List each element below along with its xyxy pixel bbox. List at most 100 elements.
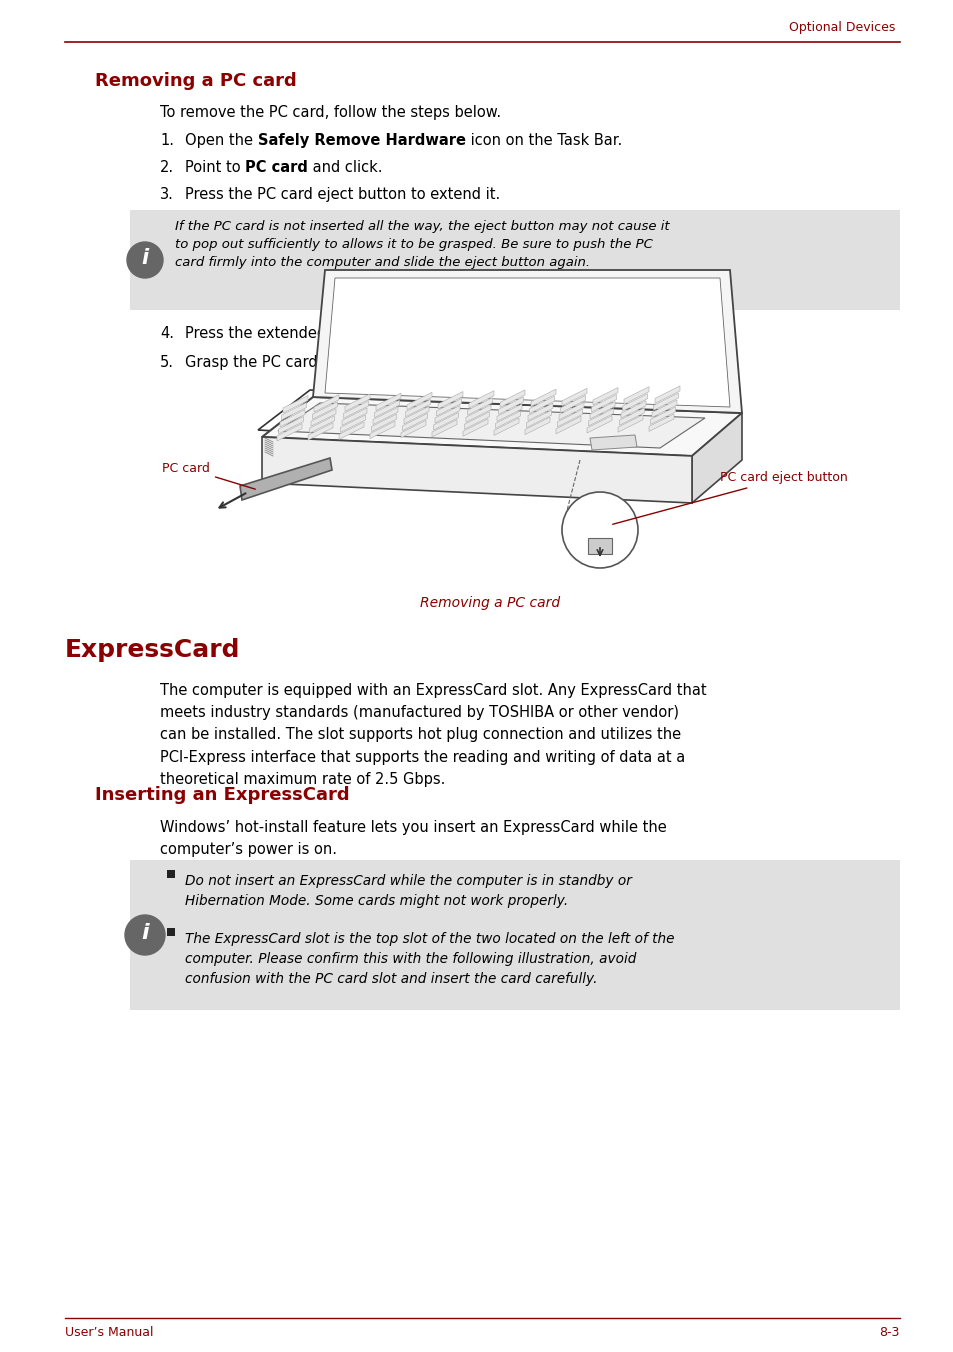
Polygon shape — [325, 279, 729, 407]
Polygon shape — [400, 420, 426, 438]
Polygon shape — [345, 393, 370, 411]
Text: To remove the PC card, follow the steps below.: To remove the PC card, follow the steps … — [160, 105, 500, 120]
Polygon shape — [586, 415, 612, 433]
Polygon shape — [436, 399, 461, 416]
Text: 2.: 2. — [160, 160, 174, 174]
Polygon shape — [373, 407, 397, 425]
Polygon shape — [281, 403, 306, 420]
Polygon shape — [240, 458, 332, 500]
Polygon shape — [620, 400, 645, 418]
Polygon shape — [405, 399, 430, 416]
Text: 5.: 5. — [160, 356, 173, 370]
Polygon shape — [435, 406, 459, 423]
Polygon shape — [499, 389, 524, 407]
Polygon shape — [650, 407, 675, 425]
Polygon shape — [589, 435, 637, 450]
Text: Removing a PC card: Removing a PC card — [95, 72, 296, 91]
Polygon shape — [403, 407, 429, 423]
Text: Do not insert an ExpressCard while the computer is in standby or
Hibernation Mod: Do not insert an ExpressCard while the c… — [185, 873, 631, 909]
Text: i: i — [141, 923, 149, 942]
Circle shape — [561, 492, 638, 568]
Polygon shape — [433, 412, 458, 430]
Polygon shape — [437, 392, 462, 410]
Text: ExpressCard: ExpressCard — [65, 638, 240, 662]
Text: PC card: PC card — [245, 160, 308, 174]
Polygon shape — [691, 412, 741, 503]
Polygon shape — [495, 411, 520, 429]
Polygon shape — [276, 423, 302, 441]
Polygon shape — [262, 437, 691, 503]
Polygon shape — [311, 408, 335, 426]
Text: icon on the Task Bar.: icon on the Task Bar. — [465, 132, 621, 147]
Polygon shape — [653, 393, 678, 411]
Polygon shape — [526, 410, 551, 427]
Polygon shape — [648, 414, 673, 431]
Polygon shape — [622, 393, 647, 411]
Polygon shape — [618, 415, 642, 433]
Polygon shape — [278, 416, 303, 434]
Polygon shape — [469, 391, 494, 408]
Polygon shape — [402, 414, 427, 431]
Polygon shape — [283, 396, 308, 412]
Polygon shape — [529, 396, 554, 414]
Polygon shape — [370, 420, 395, 438]
Polygon shape — [556, 416, 580, 434]
FancyBboxPatch shape — [130, 860, 899, 1010]
Polygon shape — [527, 403, 553, 420]
Polygon shape — [557, 410, 582, 427]
Text: Inserting an ExpressCard: Inserting an ExpressCard — [95, 786, 349, 804]
Polygon shape — [558, 403, 583, 420]
Polygon shape — [618, 408, 644, 425]
Polygon shape — [432, 419, 456, 437]
Text: Safely Remove Hardware: Safely Remove Hardware — [257, 132, 465, 147]
Polygon shape — [498, 397, 523, 415]
Text: Press the PC card eject button to extend it.: Press the PC card eject button to extend… — [185, 187, 499, 201]
Text: Windows’ hot-install feature lets you insert an ExpressCard while the
computer’s: Windows’ hot-install feature lets you in… — [160, 821, 666, 857]
Polygon shape — [497, 404, 521, 422]
Text: 3.: 3. — [160, 187, 173, 201]
Bar — [167, 869, 174, 877]
Text: 8-3: 8-3 — [879, 1325, 899, 1338]
Polygon shape — [371, 414, 396, 431]
Polygon shape — [588, 408, 613, 426]
Polygon shape — [591, 395, 616, 412]
Circle shape — [125, 915, 165, 955]
Text: Point to: Point to — [185, 160, 245, 174]
Polygon shape — [651, 400, 677, 418]
Polygon shape — [623, 387, 648, 404]
Polygon shape — [308, 423, 333, 441]
Polygon shape — [313, 270, 741, 412]
Text: i: i — [141, 247, 149, 268]
Polygon shape — [277, 403, 704, 448]
Polygon shape — [465, 404, 491, 422]
Polygon shape — [343, 402, 368, 418]
Text: 1.: 1. — [160, 132, 173, 147]
Polygon shape — [531, 389, 556, 407]
Text: Grasp the PC card and draw it out.: Grasp the PC card and draw it out. — [185, 356, 438, 370]
Text: Optional Devices: Optional Devices — [788, 22, 894, 35]
Polygon shape — [494, 418, 518, 435]
Polygon shape — [309, 415, 335, 433]
Polygon shape — [375, 400, 399, 418]
Polygon shape — [560, 395, 585, 412]
Bar — [167, 927, 174, 936]
Polygon shape — [561, 388, 586, 406]
Polygon shape — [407, 392, 432, 410]
Text: Open the: Open the — [185, 132, 257, 147]
Polygon shape — [280, 410, 305, 427]
Text: The ExpressCard slot is the top slot of the two located on the left of the
compu: The ExpressCard slot is the top slot of … — [185, 932, 674, 986]
Text: The computer is equipped with an ExpressCard slot. Any ExpressCard that
meets in: The computer is equipped with an Express… — [160, 683, 706, 787]
Polygon shape — [462, 419, 488, 437]
Polygon shape — [587, 538, 612, 554]
Polygon shape — [341, 408, 367, 426]
Text: 4.: 4. — [160, 326, 173, 341]
Polygon shape — [314, 395, 338, 412]
Text: PC card: PC card — [162, 461, 255, 489]
Polygon shape — [467, 397, 492, 415]
Text: If the PC card is not inserted all the way, the eject button may not cause it
to: If the PC card is not inserted all the w… — [174, 220, 669, 269]
Polygon shape — [340, 415, 365, 433]
Polygon shape — [464, 412, 489, 429]
Text: Press the extended eject button to pop the card out slightly.: Press the extended eject button to pop t… — [185, 326, 625, 341]
FancyBboxPatch shape — [130, 210, 899, 310]
Text: PC card eject button: PC card eject button — [612, 472, 847, 525]
